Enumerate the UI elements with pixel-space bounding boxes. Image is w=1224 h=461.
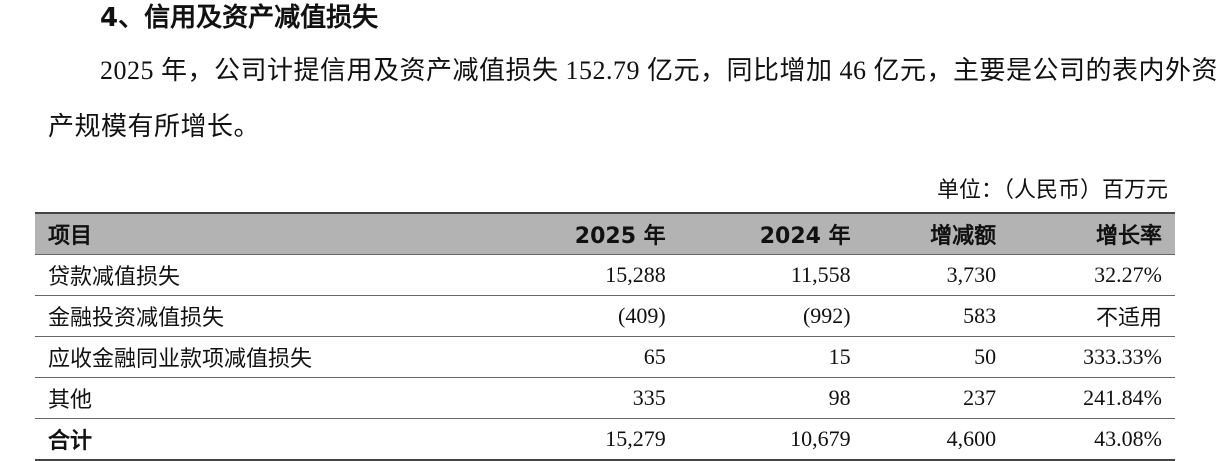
header-cell: 2024 年 <box>759 224 851 249</box>
cell: 10,679 <box>790 426 851 451</box>
table-header: 项目 2025 年 2024 年 增减额 增长率 <box>35 213 1175 255</box>
row-label: 应收金融同业款项减值损失 <box>48 346 313 371</box>
header-row: 项目 2025 年 2024 年 增减额 增长率 <box>35 213 1175 255</box>
cell: (992) <box>802 303 851 328</box>
cell: 15 <box>828 344 851 369</box>
header-cell: 项目 <box>48 224 93 249</box>
cell: 98 <box>828 385 851 410</box>
cell: 335 <box>632 385 666 410</box>
unit-note: 单位：（人民币）百万元 <box>936 177 1168 202</box>
cell: (409) <box>618 303 666 328</box>
cell: 65 <box>643 344 666 369</box>
cell: 333.33% <box>1083 344 1162 369</box>
table-row: 应收金融同业款项减值损失 65 15 50 333.33% <box>35 336 1175 378</box>
paragraph: 2025 年，公司计提信用及资产减值损失 152.79 亿元，同比增加 46 亿… <box>48 56 1219 141</box>
table-body: 贷款减值损失 15,288 11,558 3,730 32.27% 金融投资减值损失 (40… <box>35 254 1175 460</box>
heading: 4、信用及资产减值损失 <box>100 3 379 33</box>
cell: 50 <box>974 344 997 369</box>
cell: 583 <box>963 303 997 328</box>
row-label: 其他 <box>48 387 93 412</box>
cell: 237 <box>963 385 997 410</box>
row-label: 贷款减值损失 <box>48 264 181 289</box>
table-row: 合计 15,279 10,679 4,600 43.08% <box>35 418 1175 460</box>
table-row: 贷款减值损失 15,288 11,558 3,730 32.27% <box>35 254 1175 296</box>
table-row: 金融投资减值损失 (409) (992) 583 不适用 <box>35 295 1175 337</box>
cell: 15,279 <box>605 426 666 451</box>
cell: 不适用 <box>1095 305 1162 330</box>
row-label: 合计 <box>48 429 93 454</box>
cell: 241.84% <box>1083 385 1162 410</box>
header-cell: 增长率 <box>1095 224 1162 249</box>
table: 项目 2025 年 2024 年 增减额 增长率 贷款减值损失 15,288 11,558 3… <box>35 212 1175 461</box>
cell: 43.08% <box>1094 426 1162 451</box>
cell: 4,600 <box>946 426 997 451</box>
row-label: 金融投资减值损失 <box>48 305 225 330</box>
cell: 15,288 <box>605 262 666 287</box>
header-cell: 增减额 <box>930 224 997 249</box>
cell: 3,730 <box>946 262 997 287</box>
cell: 11,558 <box>790 262 851 287</box>
header-cell: 2025 年 <box>574 224 666 249</box>
cell: 32.27% <box>1094 262 1162 287</box>
table-row: 其他 335 98 237 241.84% <box>35 377 1175 419</box>
